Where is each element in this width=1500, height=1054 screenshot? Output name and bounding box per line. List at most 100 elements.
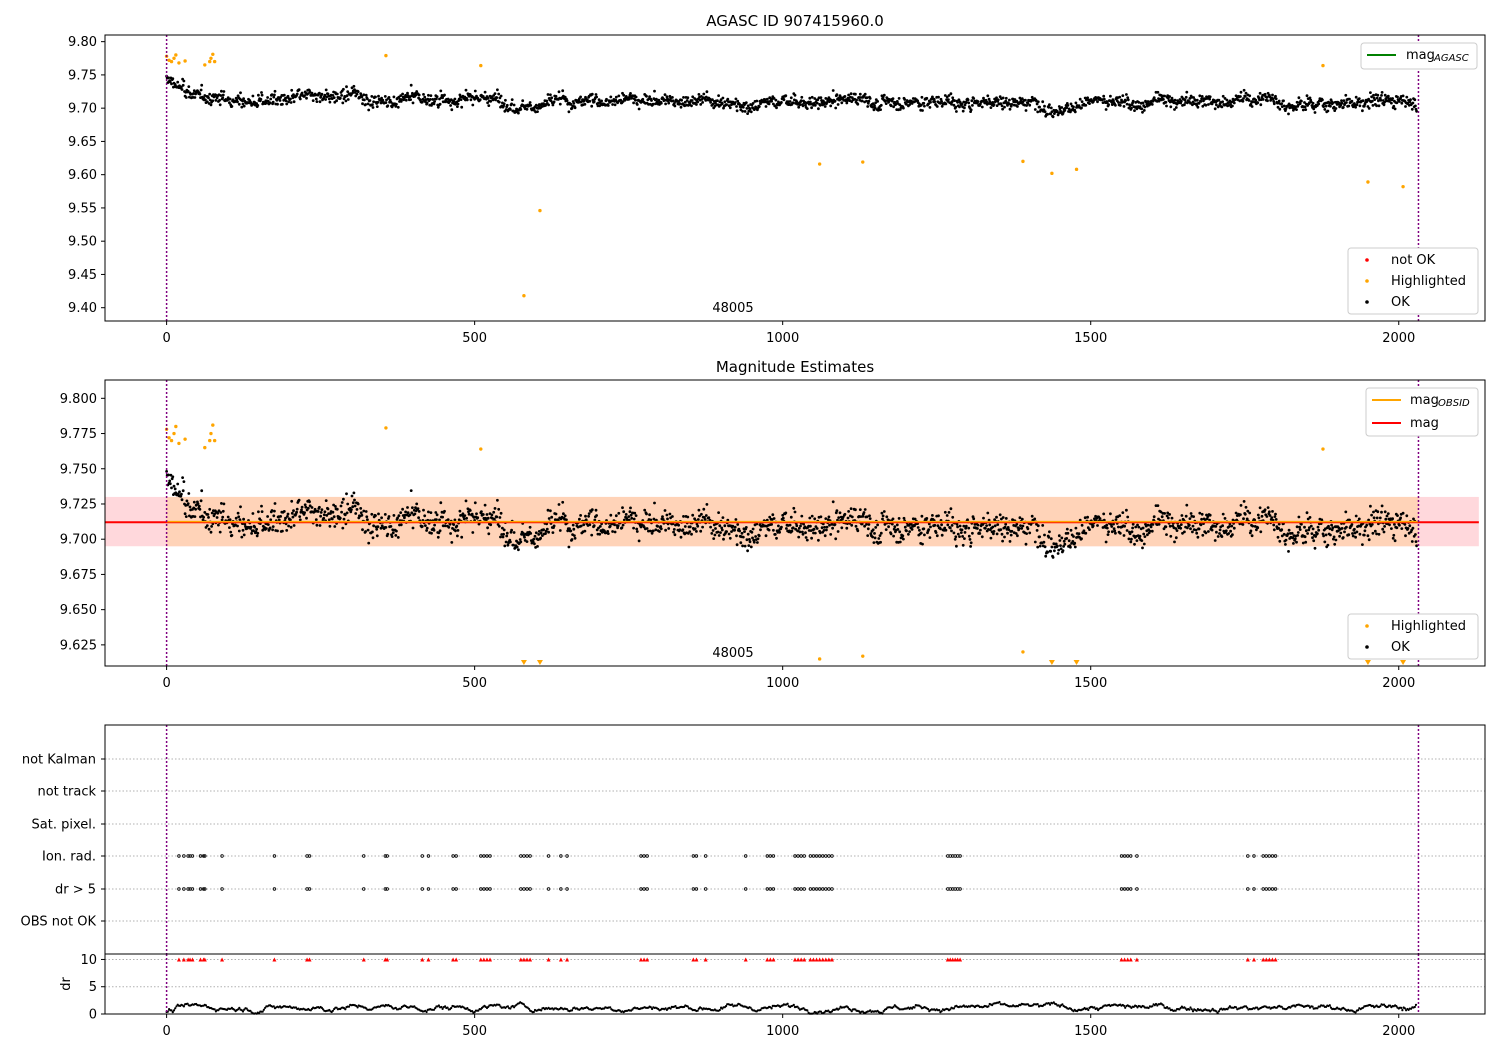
ok-point: [1198, 94, 1201, 97]
ok-point: [1351, 100, 1354, 103]
ok-point: [1137, 101, 1140, 104]
ok-point: [654, 528, 657, 531]
ok-point: [1380, 99, 1383, 102]
ok-point: [339, 517, 342, 520]
ok-point: [500, 512, 503, 515]
ok-point: [962, 525, 965, 528]
ok-point: [759, 528, 762, 531]
ok-point: [609, 514, 612, 517]
ok-point: [218, 99, 221, 102]
ok-point: [345, 85, 348, 88]
ok-point: [335, 99, 338, 102]
ok-point: [1015, 523, 1018, 526]
ok-point: [305, 97, 308, 100]
ok-point: [1329, 105, 1332, 108]
ok-point: [1266, 515, 1269, 518]
ok-point: [397, 536, 400, 539]
ok-point: [1119, 532, 1122, 535]
ok-point: [1185, 515, 1188, 518]
ok-point: [181, 498, 184, 501]
ok-point: [688, 530, 691, 533]
ok-point: [742, 106, 745, 109]
highlighted-point: [1050, 172, 1053, 175]
ok-point: [859, 508, 862, 511]
highlighted-point: [1366, 180, 1369, 183]
legend-highlighted: Highlighted: [1391, 274, 1466, 289]
ok-point: [550, 516, 553, 519]
ok-point: [329, 101, 332, 104]
ok-point: [707, 516, 710, 519]
ok-point: [958, 535, 961, 538]
ok-point: [941, 105, 944, 108]
ok-point: [741, 110, 744, 113]
ok-point: [823, 529, 826, 532]
ok-point: [367, 542, 370, 545]
ok-point: [319, 524, 322, 527]
ok-point: [1335, 539, 1338, 542]
ok-point: [384, 513, 387, 516]
ok-point: [1387, 95, 1390, 98]
ok-point: [237, 512, 240, 515]
ok-point: [789, 100, 792, 103]
ok-point: [1371, 523, 1374, 526]
ok-point: [479, 98, 482, 101]
ok-point: [273, 94, 276, 97]
ok-point: [922, 527, 925, 530]
ok-point: [629, 507, 632, 510]
ok-point: [283, 94, 286, 97]
ok-point: [672, 531, 675, 534]
ok-point: [921, 543, 924, 546]
ok-point: [1140, 107, 1143, 110]
ok-point: [962, 544, 965, 547]
ok-point: [1257, 514, 1260, 517]
ok-point: [287, 513, 290, 516]
ok-point: [380, 516, 383, 519]
ok-point: [1005, 517, 1008, 520]
ok-point: [879, 534, 882, 537]
ok-point: [986, 512, 989, 515]
ok-point: [1080, 107, 1083, 110]
ok-point: [1304, 541, 1307, 544]
flag-label: Ion. rad.: [42, 850, 96, 865]
ok-point: [630, 517, 633, 520]
ok-point: [609, 525, 612, 528]
highlighted-point: [208, 60, 211, 63]
ok-point: [1302, 542, 1305, 545]
ok-point: [1264, 508, 1267, 511]
highlighted-point: [170, 60, 173, 63]
highlighted-point: [203, 63, 206, 66]
ok-point: [690, 533, 693, 536]
ok-point: [1218, 532, 1221, 535]
ok-point: [185, 96, 188, 99]
ok-point: [799, 103, 802, 106]
ok-point: [1333, 536, 1336, 539]
ok-point: [622, 510, 625, 513]
ok-point: [904, 526, 907, 529]
ok-point: [874, 526, 877, 529]
ok-point: [356, 508, 359, 511]
ok-point: [376, 534, 379, 537]
ok-point: [882, 515, 885, 518]
ok-point: [1274, 513, 1277, 516]
ok-point: [680, 536, 683, 539]
ok-point: [187, 502, 190, 505]
ok-point: [722, 538, 725, 541]
ok-point: [1347, 105, 1350, 108]
ok-point: [1169, 525, 1172, 528]
ok-point: [1400, 102, 1403, 105]
ok-point: [493, 518, 496, 521]
legend-marker-not-ok: [1365, 258, 1369, 262]
ok-point: [509, 541, 512, 544]
ok-point: [1063, 109, 1066, 112]
ok-point: [346, 503, 349, 506]
ok-point: [799, 531, 802, 534]
ok-point: [276, 99, 279, 102]
ok-point: [491, 514, 494, 517]
ok-point: [695, 103, 698, 106]
ok-point: [773, 517, 776, 520]
ok-point: [735, 105, 738, 108]
ok-point: [1275, 97, 1278, 100]
ok-point: [536, 545, 539, 548]
